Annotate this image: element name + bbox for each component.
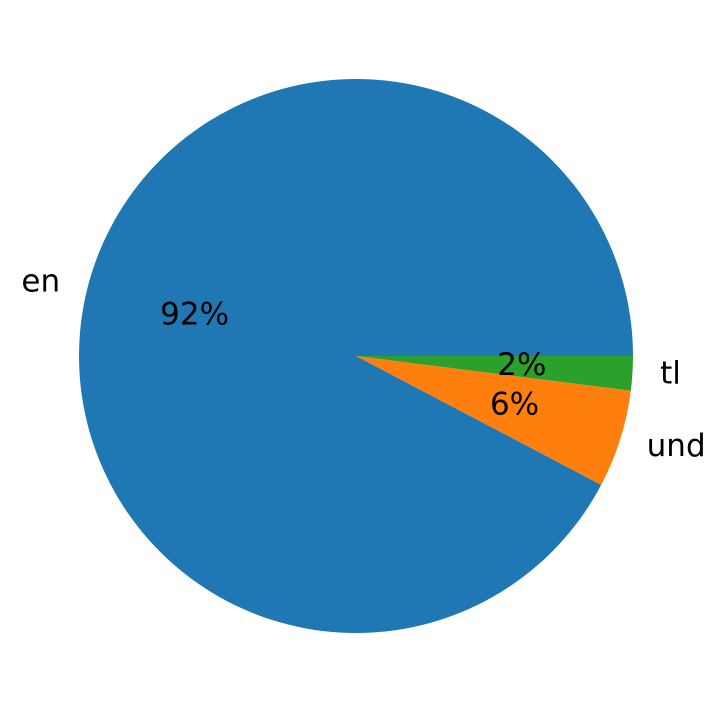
pie-wedge-tl — [356, 356, 633, 391]
wedge-label: tl — [660, 356, 681, 392]
pie-wedge-und — [356, 356, 631, 485]
percent-label: 92% — [160, 297, 229, 333]
percent-label: 2% — [497, 347, 546, 383]
wedge-label: en — [21, 264, 60, 300]
wedge-label: und — [647, 428, 706, 464]
pie-wedge-en — [78, 78, 634, 633]
percent-label: 6% — [490, 386, 539, 422]
